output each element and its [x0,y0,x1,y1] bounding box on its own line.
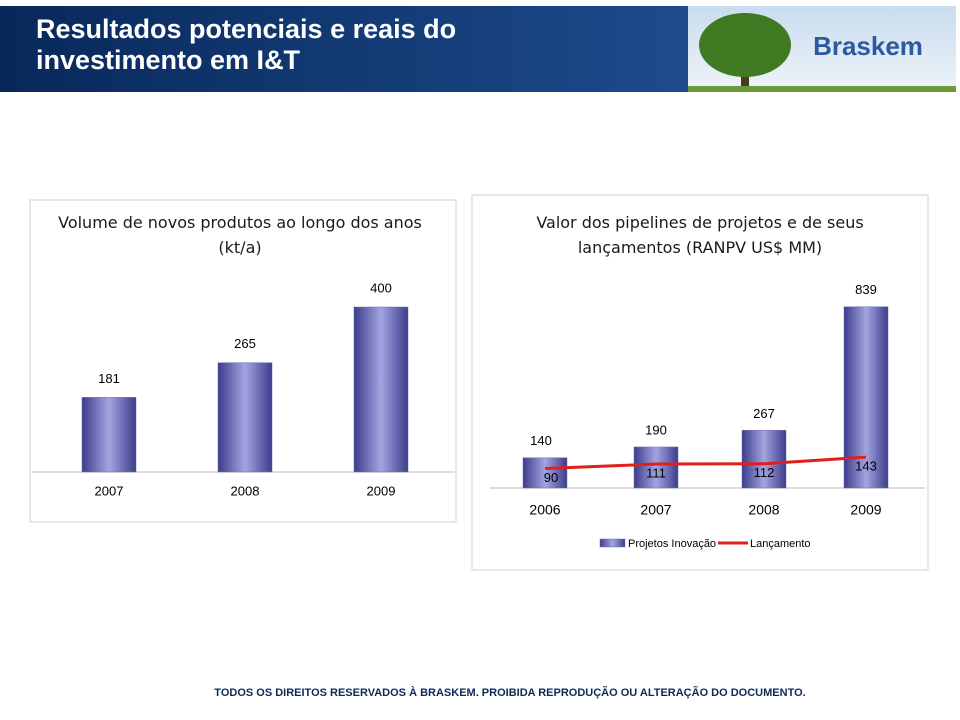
x-tick-label: 2007 [95,483,124,498]
bar [522,457,568,489]
x-tick-label: 2006 [529,502,560,518]
legend-label: Projetos Inovação [628,538,716,550]
bar [741,430,787,489]
data-label: 112 [754,465,775,480]
data-label: 267 [753,406,775,421]
bar [81,397,137,473]
bar [353,306,409,473]
data-label: 90 [544,470,558,485]
header-band [0,6,688,92]
x-tick-label: 2007 [640,502,671,518]
data-label: 400 [370,280,392,295]
tree-crown [699,13,791,77]
x-tick-label: 2009 [850,502,881,518]
x-tick-label: 2009 [367,483,396,498]
footer: TODOS OS DIREITOS RESERVADOS À BRASKEM. … [214,687,806,699]
line [544,455,867,471]
data-label: 181 [98,371,120,386]
data-label: 839 [855,282,877,297]
x-tick-label: 2008 [748,502,779,518]
grass [688,86,956,92]
chart-title: Valor dos pipelines de projetos e de seu… [536,213,864,257]
x-tick-label: 2008 [231,483,260,498]
bar [217,362,273,473]
data-label: 190 [645,422,667,437]
data-label: 140 [530,433,552,448]
chart-title: Volume de novos produtos ao longo dos an… [58,213,422,257]
logo: Braskem [813,31,923,61]
slide-title: Resultados potenciais e reais do investi… [36,14,457,75]
data-label: 143 [855,459,877,474]
bar [633,446,679,489]
legend-label: Lançamento [750,538,811,550]
data-label: 265 [234,336,256,351]
data-label: 111 [646,465,666,480]
legend-swatch [599,538,626,548]
